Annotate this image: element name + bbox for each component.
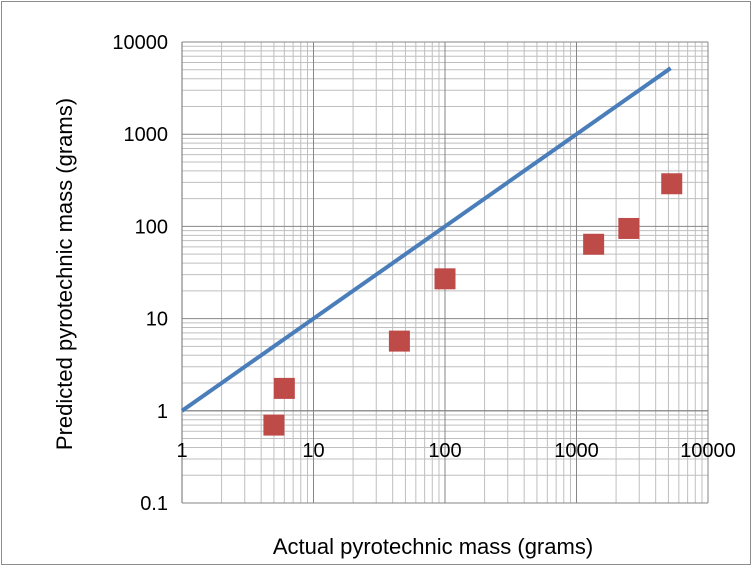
x-tick-label: 10000 [680, 440, 736, 462]
scatter-point [388, 330, 410, 352]
scatter-point [434, 268, 456, 290]
scatter-point [618, 217, 640, 239]
x-tick-label: 1000 [554, 440, 599, 462]
x-tick-label: 1 [176, 440, 187, 462]
grid-minor [182, 42, 708, 503]
x-tick-labels: 1 10 100 1000 10000 [176, 440, 735, 462]
series-layer [180, 66, 683, 436]
y-tick-labels: 0.1 1 10 100 1000 10000 [112, 32, 168, 515]
scatter-point [263, 414, 285, 436]
plot-border [181, 42, 708, 503]
y-tick-label: 0.1 [140, 493, 168, 515]
y-tick-label: 100 [135, 216, 168, 238]
series-line-0 [180, 66, 672, 413]
y-tick-label: 10 [146, 309, 168, 331]
y-axis-title: Predicted pyrotechnic mass (grams) [52, 98, 77, 450]
scatter-point [583, 233, 605, 255]
scatter-point [661, 173, 683, 195]
y-tick-label: 1000 [124, 124, 169, 146]
x-tick-label: 10 [302, 440, 324, 462]
y-tick-label: 10000 [112, 32, 168, 54]
x-axis-title: Actual pyrotechnic mass (grams) [273, 534, 593, 559]
y-tick-label: 1 [157, 401, 168, 423]
scatter-point [273, 377, 295, 399]
x-tick-label: 100 [428, 440, 461, 462]
